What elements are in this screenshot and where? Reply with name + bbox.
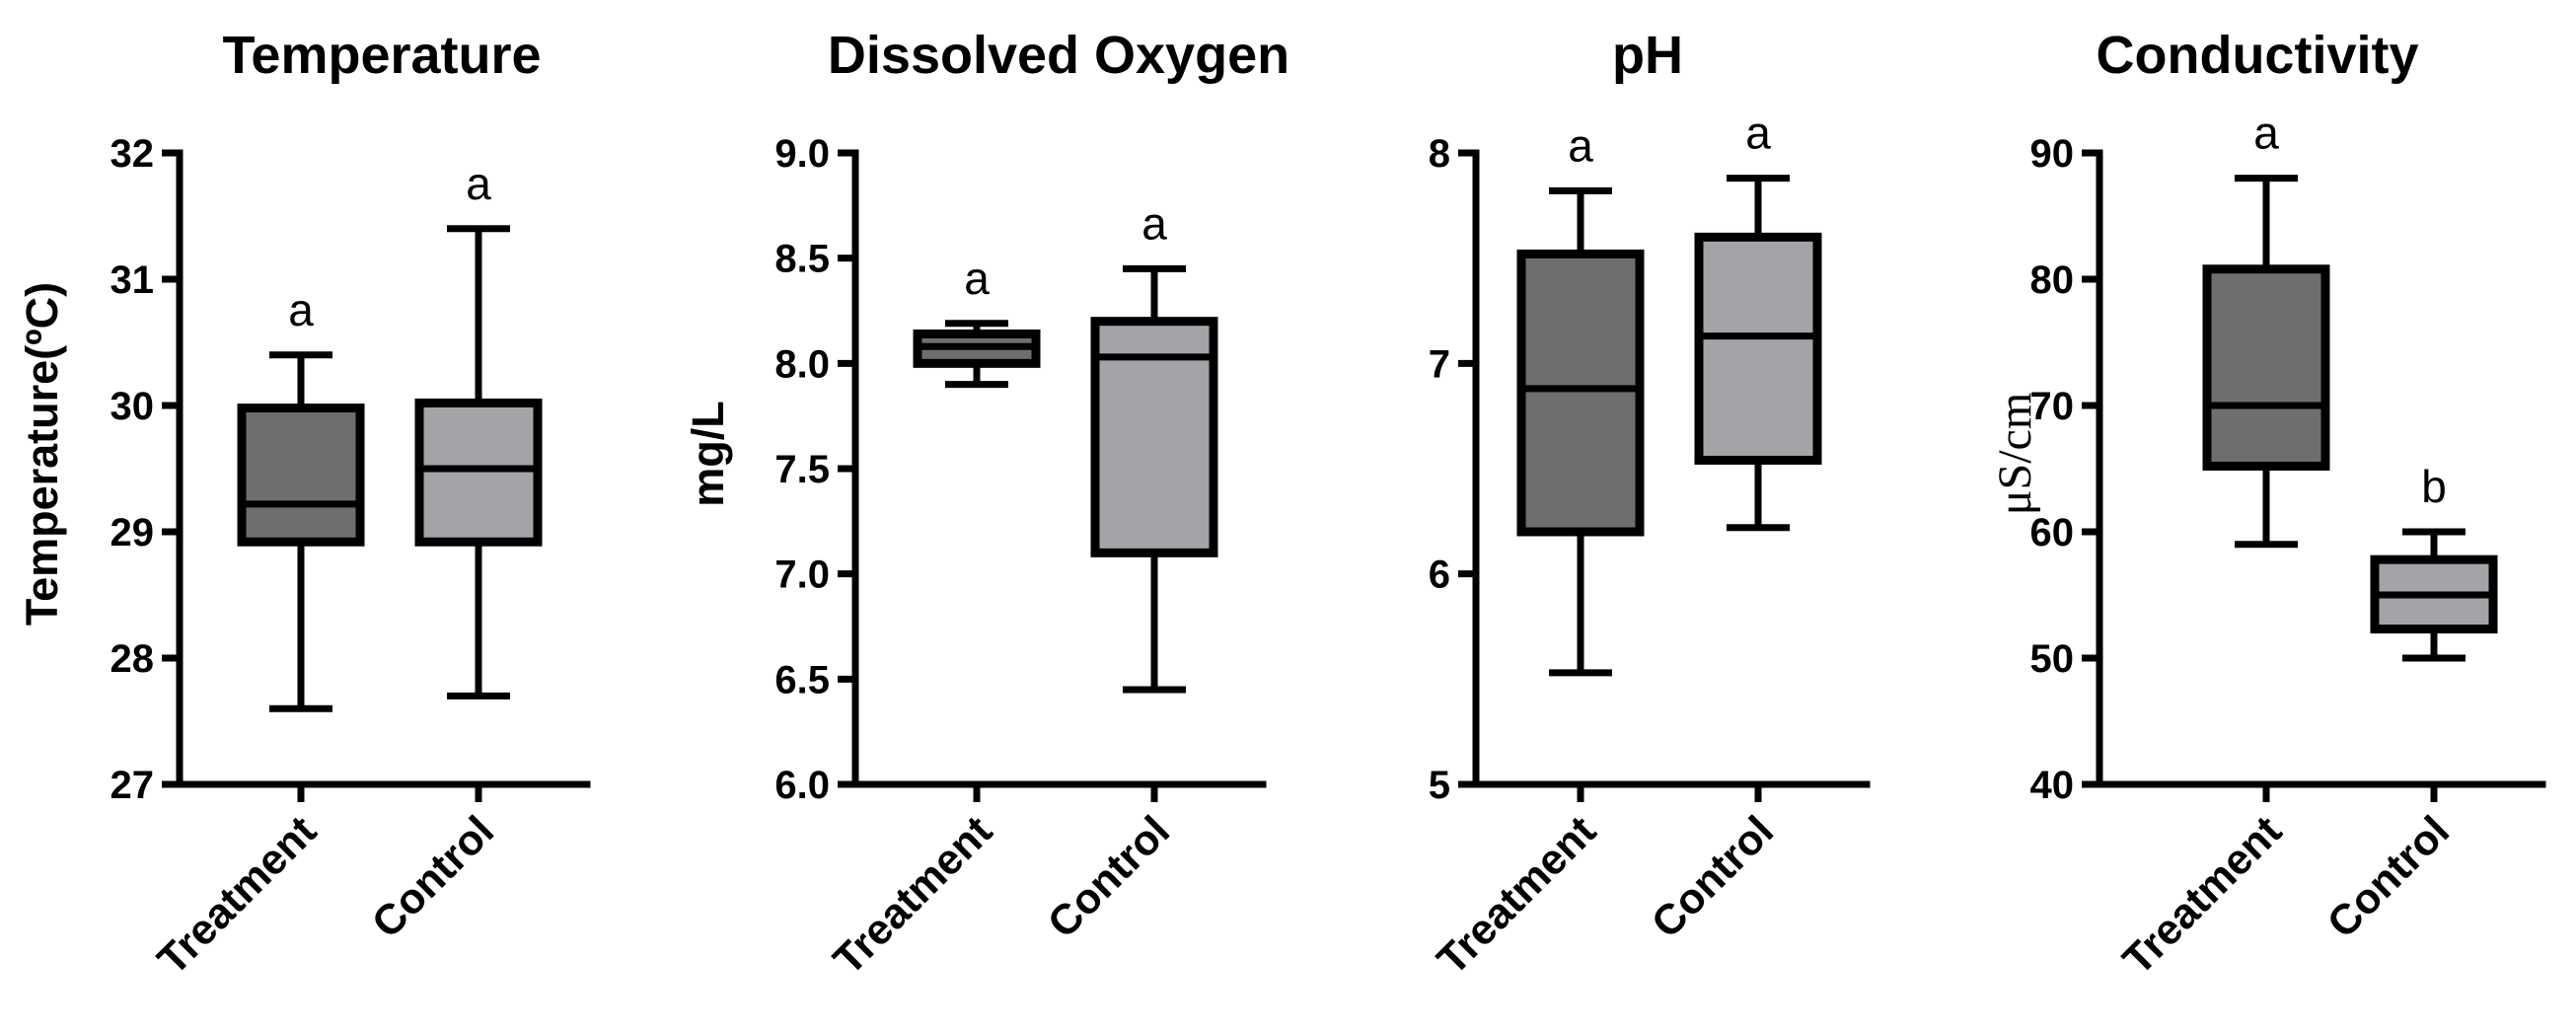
y-tick-label: 40: [2030, 764, 2075, 807]
chart-panel-4: Conductivity 40 50 60 70 80 90 μS/cm a Treatment b…: [1989, 26, 2546, 984]
box-control: a: [1090, 197, 1218, 694]
significance-label: a: [466, 158, 491, 209]
significance-label: b: [2421, 461, 2447, 512]
y-tick-label: 8.5: [774, 238, 830, 281]
y-tick-label: 90: [2030, 132, 2075, 176]
iqr-box: [237, 404, 365, 547]
category-label-treatment: Treatment: [2114, 807, 2291, 984]
chart-panel-2: Dissolved Oxygen 6.0 6.5 7.0 7.5 8.0 8.5 9.0 mg/…: [683, 26, 1289, 984]
box-treatment: a: [913, 253, 1041, 389]
box-control: b: [2370, 461, 2498, 662]
y-tick-label: 70: [2030, 385, 2075, 428]
significance-label: a: [964, 253, 990, 304]
category-label-control: Control: [1039, 807, 1179, 947]
chart-panel-3: pH 5 6 7 8 a Treatment a Control: [1429, 26, 1871, 984]
box-treatment: a: [237, 284, 365, 712]
y-tick-label: 6.0: [774, 764, 830, 807]
y-axis-label: Temperature(ºC): [17, 282, 67, 626]
iqr-box: [2202, 264, 2330, 471]
y-tick-label: 30: [110, 385, 155, 428]
y-tick-label: 80: [2030, 258, 2075, 302]
significance-label: a: [1745, 108, 1771, 159]
y-tick-label: 6.5: [774, 658, 830, 701]
box-treatment: a: [2202, 108, 2330, 549]
chart-title: Temperature: [222, 26, 541, 85]
y-axis-label: mg/L: [683, 401, 733, 507]
y-tick-label: 8: [1429, 132, 1450, 176]
y-tick-label: 7: [1429, 342, 1450, 386]
significance-label: a: [1141, 197, 1167, 249]
category-label-control: Control: [363, 807, 503, 947]
chart-title: pH: [1612, 26, 1683, 85]
box-control: a: [1694, 108, 1822, 532]
category-label-control: Control: [1643, 807, 1783, 947]
y-tick-label: 60: [2030, 511, 2075, 554]
iqr-box: [414, 398, 543, 547]
category-label-treatment: Treatment: [1429, 807, 1605, 984]
y-axis-label: μS/cm: [1989, 393, 2041, 515]
iqr-box: [1694, 232, 1822, 465]
y-tick-label: 31: [110, 258, 155, 302]
significance-label: a: [2253, 108, 2279, 159]
y-tick-label: 5: [1429, 764, 1450, 807]
category-label-control: Control: [2318, 807, 2459, 947]
y-tick-label: 6: [1429, 553, 1450, 597]
y-tick-label: 50: [2030, 637, 2075, 681]
significance-label: a: [1568, 119, 1593, 171]
chart-title: Conductivity: [2096, 26, 2418, 85]
category-label-treatment: Treatment: [825, 807, 1001, 984]
y-tick-label: 9.0: [774, 132, 830, 176]
y-tick-label: 7.5: [774, 448, 830, 491]
y-tick-label: 28: [110, 637, 155, 681]
category-label-treatment: Treatment: [149, 807, 326, 984]
y-tick-label: 8.0: [774, 342, 830, 386]
chart-title: Dissolved Oxygen: [828, 26, 1289, 85]
significance-label: a: [288, 284, 314, 335]
y-tick-label: 29: [110, 511, 155, 554]
y-tick-label: 32: [110, 132, 155, 176]
box-control: a: [414, 158, 543, 700]
iqr-box: [1516, 249, 1645, 537]
chart-panel-1: Temperature 27 28 29 30 31 32 Temperature(ºC) a T…: [17, 26, 591, 984]
y-tick-label: 7.0: [774, 553, 830, 597]
box-treatment: a: [1516, 119, 1645, 677]
y-tick-label: 27: [110, 764, 155, 807]
